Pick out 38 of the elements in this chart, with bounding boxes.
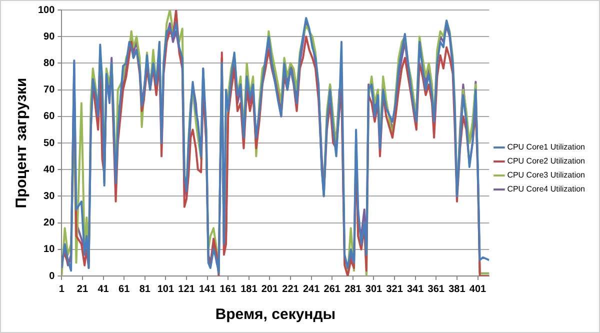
x-tick-label: 401	[469, 284, 487, 295]
y-tick-label: 40	[44, 164, 56, 176]
x-tick-label: 121	[178, 284, 196, 295]
x-tick-label: 1	[58, 284, 65, 295]
x-tick-label: 81	[139, 284, 151, 295]
y-tick-label: 80	[44, 58, 56, 69]
x-tick-label: 21	[76, 284, 88, 295]
x-tick-label: 161	[220, 284, 237, 295]
y-tick-label: 0	[49, 270, 56, 282]
y-tick-label: 30	[44, 190, 56, 202]
x-tick-label: 101	[157, 284, 174, 295]
x-tick-label: 61	[118, 284, 130, 295]
x-tick-label: 181	[240, 284, 258, 295]
x-tick-label: 261	[324, 284, 341, 295]
y-tick-label: 90	[44, 31, 56, 42]
y-tick-label: 20	[44, 218, 56, 229]
x-tick-label: 241	[302, 284, 320, 295]
y-tick-label: 10	[44, 244, 56, 256]
y-tick-label: 60	[44, 111, 56, 122]
x-tick-label: 341	[407, 284, 424, 295]
x-tick-label: 41	[98, 284, 110, 295]
y-tick-label: 50	[44, 138, 56, 149]
legend-label: CPU Core1 Utilization	[507, 142, 586, 152]
y-tick-label: 100	[38, 4, 56, 16]
x-tick-label: 321	[386, 284, 404, 295]
x-tick-label: 281	[344, 284, 362, 295]
x-axis-title: Время, секунды	[215, 306, 336, 324]
x-tick-label: 361	[428, 284, 445, 295]
y-axis-title: Процент загрузки	[13, 78, 30, 208]
x-tick-label: 301	[365, 284, 383, 295]
y-tick-label: 70	[44, 84, 56, 96]
x-tick-label: 221	[282, 284, 300, 295]
legend-label: CPU Core4 Utilization	[507, 184, 586, 194]
x-tick-label: 201	[261, 284, 278, 295]
legend-label: CPU Core3 Utilization	[507, 170, 586, 180]
legend-label: CPU Core2 Utilization	[507, 156, 586, 166]
x-tick-label: 381	[448, 284, 466, 295]
x-tick-label: 141	[198, 284, 216, 295]
